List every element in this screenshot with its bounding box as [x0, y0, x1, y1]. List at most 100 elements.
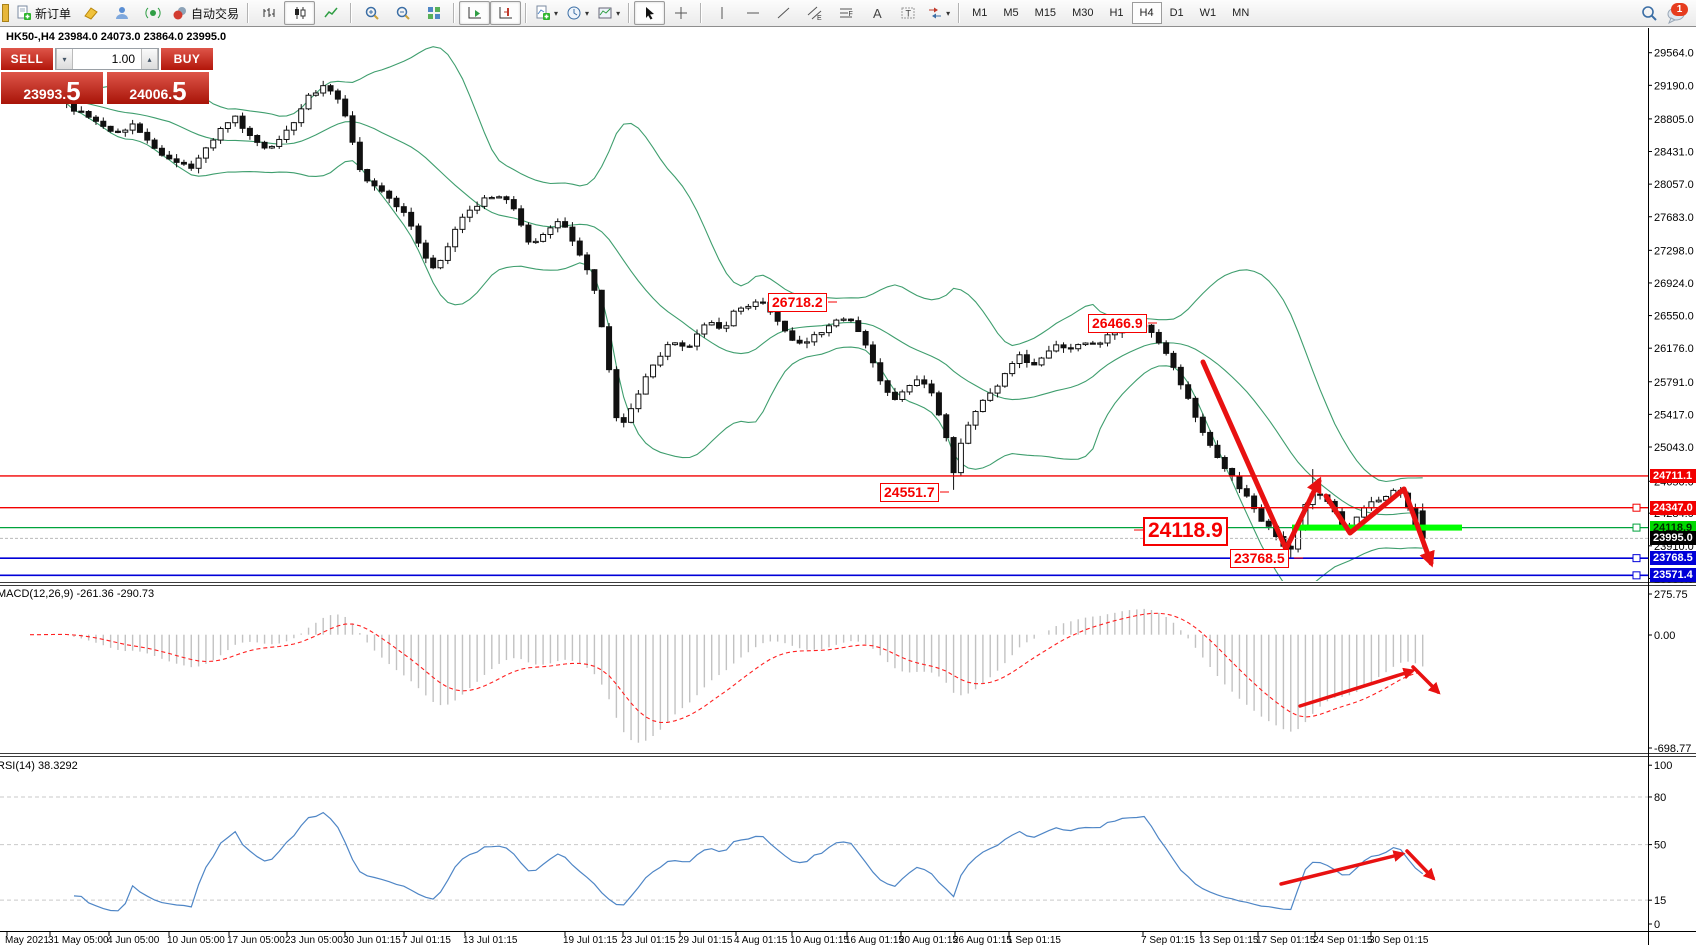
dropdown-caret[interactable]: ▾ — [946, 8, 951, 18]
auto-scroll-button[interactable] — [459, 1, 491, 25]
time-axis-label: 17 Sep 01:15 — [1256, 935, 1316, 945]
price-tick: 29564.0 — [1654, 48, 1694, 60]
channel-icon: E — [807, 5, 823, 21]
time-axis-label: 4 Aug 01:15 — [734, 935, 788, 945]
indicators-button[interactable]: ▾ — [531, 1, 562, 25]
rsi-tick: 100 — [1654, 760, 1672, 772]
new-order-button[interactable]: 新订单 — [12, 1, 75, 25]
templates-button[interactable]: ▾ — [593, 1, 624, 25]
macd-plot — [30, 608, 1424, 743]
volume-value[interactable]: 1.00 — [111, 52, 135, 66]
candlestick-icon — [292, 5, 308, 21]
time-axis-label: 31 May 05:00 — [48, 935, 109, 945]
search-button[interactable] — [1633, 1, 1664, 25]
notification-badge: 1 — [1671, 3, 1688, 16]
timeframe-h1[interactable]: H1 — [1109, 7, 1124, 19]
rsi-tick: 80 — [1654, 792, 1666, 804]
zoom-out-button[interactable] — [387, 1, 418, 25]
chart-price-label: 24118.9 — [1143, 517, 1228, 546]
community-button[interactable] — [106, 1, 137, 25]
time-axis-label: 23 Jun 05:00 — [285, 935, 343, 945]
price-tick: 27298.0 — [1654, 245, 1694, 257]
dropdown-caret[interactable]: ▾ — [554, 8, 559, 18]
macd-tick: 275.75 — [1654, 589, 1688, 601]
bar-chart-button[interactable] — [253, 1, 284, 25]
dropdown-caret[interactable]: ▾ — [585, 8, 590, 18]
arrows-icon — [927, 5, 943, 21]
bid-price[interactable]: 23993. 5 — [1, 72, 103, 104]
time-axis-label: 7 Jul 01:15 — [402, 935, 451, 945]
timeframe-m15[interactable]: M15 — [1034, 7, 1057, 19]
price-tick: 26550.0 — [1654, 311, 1694, 323]
periods-button[interactable]: ▾ — [562, 1, 593, 25]
dropdown-caret[interactable]: ▾ — [616, 8, 621, 18]
rsi-tick: 50 — [1654, 840, 1666, 852]
rsi-indicator-label: RSI(14) 38.3292 — [0, 760, 78, 772]
time-axis-label: 17 Jun 05:00 — [227, 935, 285, 945]
timeframe-mn[interactable]: MN — [1232, 7, 1250, 19]
rsi-plot — [0, 796, 1648, 912]
timeframe-w1[interactable]: W1 — [1199, 7, 1217, 19]
cursor-button[interactable] — [634, 1, 666, 25]
chart-shift-icon — [498, 5, 514, 21]
price-tick: 28805.0 — [1654, 114, 1694, 126]
level-lines — [0, 475, 1648, 580]
time-axis-label: 1 Sep 01:15 — [1007, 935, 1061, 945]
time-axis-label: 13 Sep 01:15 — [1199, 935, 1259, 945]
sell-button[interactable]: SELL — [1, 48, 53, 70]
timeframe-group: M1 M5 M15 M30 H1 H4 D1 W1 MN — [964, 2, 1257, 24]
vline-icon — [714, 5, 730, 21]
channel-tool[interactable]: E — [799, 1, 830, 25]
time-axis-label: 24 Sep 01:15 — [1313, 935, 1373, 945]
price-tag: 24347.0 — [1650, 500, 1696, 515]
volume-stepper: ▾ 1.00 ▴ — [55, 48, 159, 70]
horizontal-line-tool[interactable] — [737, 1, 768, 25]
fibonacci-tool[interactable]: F — [830, 1, 861, 25]
autotrade-button[interactable]: 自动交易 — [168, 1, 243, 25]
timeframe-m1[interactable]: M1 — [972, 7, 988, 19]
trendline-tool[interactable] — [768, 1, 799, 25]
time-axis-label: 30 Sep 01:15 — [1369, 935, 1429, 945]
timeframe-d1[interactable]: D1 — [1169, 7, 1184, 19]
time-axis-label: 4 Jun 05:00 — [107, 935, 160, 945]
zoom-out-icon — [395, 5, 411, 21]
text-label-tool[interactable]: T — [892, 1, 923, 25]
text-label-icon: T — [900, 5, 916, 21]
price-tick: 26176.0 — [1654, 343, 1694, 355]
volume-decrease-button[interactable]: ▾ — [56, 49, 73, 69]
svg-text:A: A — [873, 6, 882, 21]
main-toolbar: 新订单 自动交易 ▾ ▾ ▾ E F A T ▾ M1 M5 M15 M30 H1 H4 D… — [0, 0, 1696, 27]
timeframe-m30[interactable]: M30 — [1072, 7, 1094, 19]
signals-button[interactable] — [137, 1, 168, 25]
line-chart-button[interactable] — [315, 1, 346, 25]
zoom-in-button[interactable] — [356, 1, 387, 25]
price-tick: 27683.0 — [1654, 212, 1694, 224]
indicator-add-icon — [535, 5, 551, 21]
crosshair-button[interactable] — [665, 1, 696, 25]
price-tag: 23768.5 — [1650, 551, 1696, 566]
text-tool[interactable]: A — [861, 1, 892, 25]
time-axis-label: 10 Aug 01:15 — [790, 935, 849, 945]
tile-windows-button[interactable] — [418, 1, 449, 25]
bid-main-digits: 23993. — [23, 86, 67, 102]
price-tag: 23995.0 — [1650, 531, 1696, 546]
ask-price[interactable]: 24006. 5 — [107, 72, 209, 104]
chart-shift-button[interactable] — [490, 1, 522, 25]
time-axis-label: 29 Jul 01:15 — [678, 935, 733, 945]
vertical-line-tool[interactable] — [706, 1, 737, 25]
notifications-button[interactable]: 1 — [1664, 1, 1694, 25]
bid-pip-digit: 5 — [66, 76, 81, 106]
svg-text:T: T — [905, 9, 911, 19]
chart-price-label: 23768.5 — [1230, 549, 1289, 568]
timeframe-m5[interactable]: M5 — [1003, 7, 1019, 19]
time-axis-label: 16 Aug 01:15 — [845, 935, 904, 945]
timeframe-h4[interactable]: H4 — [1131, 2, 1162, 24]
buy-button[interactable]: BUY — [161, 48, 213, 70]
autotrade-label: 自动交易 — [191, 6, 240, 21]
volume-increase-button[interactable]: ▴ — [141, 49, 158, 69]
macd-indicator-label: MACD(12,26,9) -261.36 -290.73 — [0, 588, 155, 600]
market-depth-button[interactable] — [75, 1, 106, 25]
candlestick-chart-button[interactable] — [284, 1, 316, 25]
shapes-tool[interactable]: ▾ — [923, 1, 954, 25]
